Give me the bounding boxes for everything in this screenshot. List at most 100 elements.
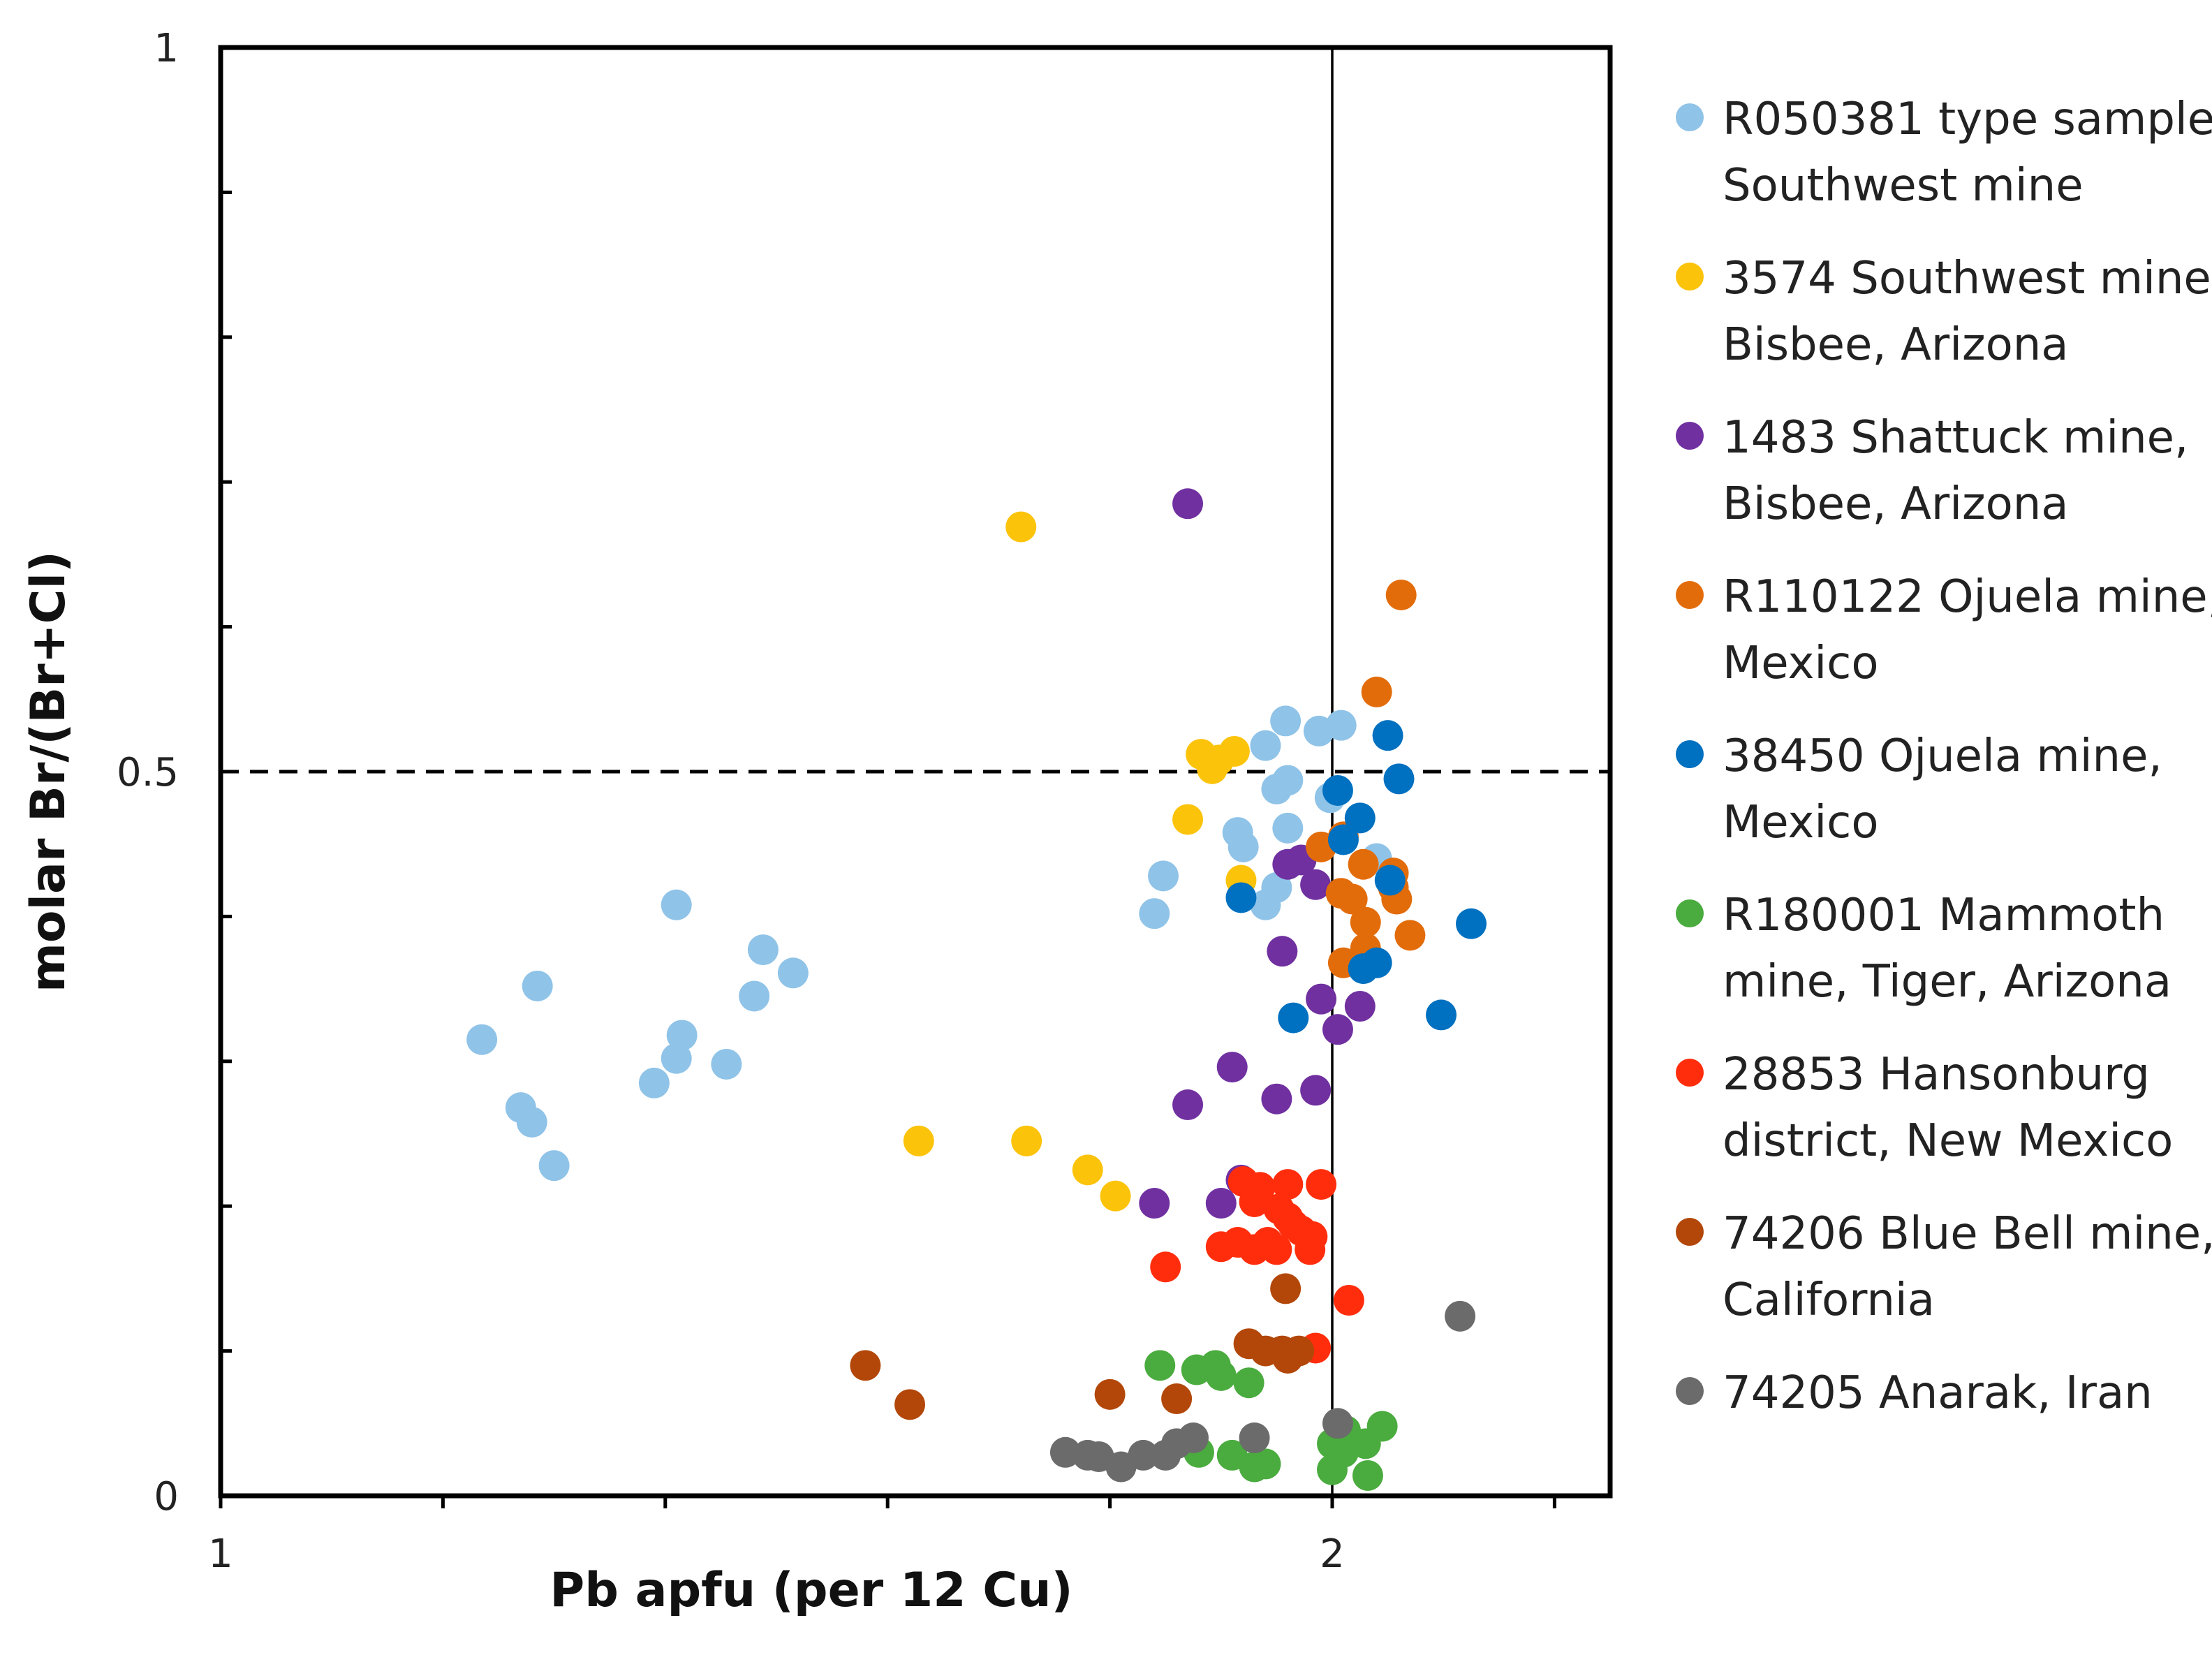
data-point bbox=[1250, 1448, 1281, 1480]
data-point bbox=[1300, 1075, 1332, 1106]
data-point bbox=[1225, 882, 1257, 913]
legend-entry-label: 38450 Ojuela mine, bbox=[1723, 730, 2162, 782]
data-point bbox=[1306, 1169, 1337, 1200]
data-point bbox=[1325, 709, 1357, 741]
y-tick-label: 1 bbox=[154, 26, 179, 71]
series-4 bbox=[1225, 720, 1487, 1034]
x-tick-label: 1 bbox=[208, 1531, 233, 1577]
data-point bbox=[1272, 765, 1304, 796]
legend-entry-label: 1483 Shattuck mine, bbox=[1723, 412, 2188, 464]
legend-entry-label: R050381 type sample bbox=[1723, 94, 2212, 145]
series-7 bbox=[850, 1273, 1315, 1420]
data-point bbox=[1239, 1422, 1270, 1454]
data-point bbox=[1272, 812, 1304, 844]
data-point bbox=[1350, 906, 1381, 938]
series-5 bbox=[1144, 1350, 1398, 1491]
legend: R050381 type sample Southwest mine 3574 So… bbox=[1676, 94, 2212, 1419]
data-point bbox=[1178, 1422, 1209, 1454]
data-point bbox=[739, 980, 770, 1012]
data-point bbox=[1336, 883, 1368, 915]
data-point bbox=[894, 1389, 926, 1420]
legend-entry-label: 28853 Hansonburg bbox=[1723, 1049, 2150, 1101]
y-tick-label: 0.5 bbox=[117, 750, 179, 795]
legend-entry-label: Bisbee, Arizona bbox=[1723, 319, 2069, 371]
data-point bbox=[850, 1350, 881, 1381]
x-tick-label: 2 bbox=[1320, 1531, 1345, 1577]
data-point bbox=[538, 1150, 570, 1182]
data-point bbox=[1227, 831, 1259, 862]
legend-entry-label: R110122 Ojuela mine, bbox=[1723, 571, 2212, 623]
legend-entry-label: district, New Mexico bbox=[1723, 1115, 2173, 1167]
series-8 bbox=[1049, 1300, 1476, 1483]
data-point bbox=[1456, 908, 1487, 939]
y-tick-label: 0 bbox=[154, 1474, 179, 1520]
data-point bbox=[1344, 802, 1376, 834]
data-point bbox=[1172, 488, 1204, 520]
data-point bbox=[516, 1106, 547, 1138]
data-point bbox=[1205, 1360, 1237, 1391]
data-point bbox=[1322, 774, 1353, 806]
legend-marker bbox=[1676, 422, 1704, 450]
data-point bbox=[1327, 824, 1359, 855]
data-point bbox=[1348, 953, 1379, 985]
data-point bbox=[1366, 1411, 1398, 1442]
legend-entry-label: R180001 Mammoth bbox=[1723, 890, 2165, 941]
legend-marker bbox=[1676, 1059, 1704, 1087]
series-2 bbox=[1139, 488, 1376, 1219]
data-point bbox=[1267, 936, 1298, 967]
data-point bbox=[522, 970, 553, 1001]
data-point bbox=[1352, 1459, 1383, 1491]
y-axis-title: molar Br/(Br+Cl) bbox=[21, 551, 76, 992]
data-point bbox=[1261, 1234, 1292, 1265]
data-point bbox=[1100, 1180, 1131, 1212]
data-point bbox=[1233, 1367, 1264, 1399]
data-points bbox=[466, 488, 1487, 1491]
data-point bbox=[1322, 1014, 1353, 1045]
data-point bbox=[1172, 804, 1204, 835]
data-point bbox=[1218, 735, 1250, 767]
data-point bbox=[1272, 1169, 1304, 1200]
series-3 bbox=[1306, 579, 1426, 978]
data-point bbox=[1270, 1273, 1302, 1304]
data-point bbox=[1011, 1125, 1042, 1156]
data-point bbox=[661, 889, 692, 920]
data-point bbox=[1383, 763, 1415, 795]
data-point bbox=[1333, 1285, 1364, 1316]
legend-entry-label: Mexico bbox=[1723, 797, 1878, 848]
legend-entry-label: 3574 Southwest mine, bbox=[1723, 253, 2212, 304]
data-point bbox=[1148, 860, 1179, 892]
data-point bbox=[1385, 579, 1417, 610]
data-point bbox=[1348, 848, 1379, 880]
data-point bbox=[1374, 865, 1406, 896]
legend-marker bbox=[1676, 263, 1704, 291]
data-point bbox=[1139, 898, 1170, 929]
data-point bbox=[1094, 1378, 1126, 1410]
legend-marker bbox=[1676, 103, 1704, 131]
data-point bbox=[1426, 999, 1457, 1031]
data-point bbox=[1216, 1052, 1248, 1083]
data-point bbox=[1205, 1188, 1237, 1219]
data-point bbox=[1300, 869, 1332, 900]
reference-lines bbox=[221, 47, 1610, 1496]
data-point bbox=[1005, 511, 1037, 543]
data-point bbox=[466, 1024, 498, 1055]
legend-entry-label: Southwest mine bbox=[1723, 160, 2084, 212]
data-point bbox=[1128, 1439, 1159, 1471]
data-point bbox=[666, 1020, 698, 1051]
data-point bbox=[638, 1067, 670, 1098]
data-point bbox=[777, 957, 809, 989]
data-point bbox=[1270, 705, 1302, 737]
data-point bbox=[1161, 1383, 1193, 1415]
data-point bbox=[903, 1125, 934, 1156]
legend-entry-label: Bisbee, Arizona bbox=[1723, 478, 2069, 530]
data-point bbox=[1445, 1300, 1476, 1332]
x-axis-title: Pb apfu (per 12 Cu) bbox=[550, 1563, 1072, 1618]
data-point bbox=[1205, 1231, 1237, 1263]
data-point bbox=[1239, 1186, 1270, 1217]
data-point bbox=[1327, 1436, 1359, 1468]
data-point bbox=[1295, 1234, 1326, 1265]
legend-entry-label: 74205 Anarak, Iran bbox=[1723, 1367, 2153, 1419]
data-point bbox=[1144, 1350, 1176, 1381]
legend-entry-label: California bbox=[1723, 1274, 1935, 1326]
